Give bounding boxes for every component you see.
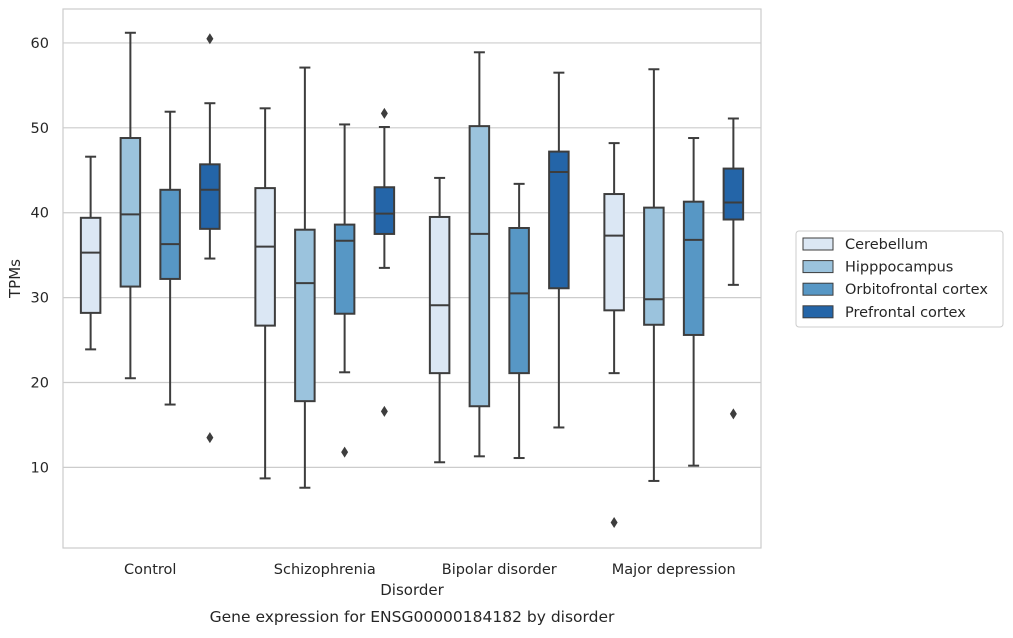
box-0-2 bbox=[428, 176, 451, 464]
box-1-3 bbox=[643, 68, 665, 482]
outlier-point bbox=[610, 517, 618, 529]
legend-swatch bbox=[802, 282, 834, 296]
box-body bbox=[159, 188, 181, 280]
box-3-0 bbox=[199, 33, 221, 444]
box-2-2 bbox=[508, 182, 530, 460]
box-1-1 bbox=[294, 66, 316, 489]
legend-swatch bbox=[802, 237, 834, 251]
x-tick-label: Major depression bbox=[612, 562, 736, 578]
box-3-2 bbox=[548, 71, 570, 429]
box-body bbox=[79, 216, 102, 314]
x-tick-label: Bipolar disorder bbox=[442, 562, 557, 578]
box-body bbox=[254, 187, 276, 327]
box-3-1 bbox=[373, 107, 396, 417]
box-body bbox=[682, 200, 705, 336]
legend-swatch bbox=[802, 260, 834, 274]
box-body bbox=[199, 163, 221, 230]
legend-label: Prefrontal cortex bbox=[845, 305, 966, 321]
outlier-point bbox=[380, 107, 388, 119]
box-body bbox=[294, 228, 316, 403]
box-layer bbox=[79, 31, 745, 529]
box-1-2 bbox=[468, 51, 491, 458]
box-2-1 bbox=[333, 123, 356, 458]
chart-caption: Gene expression for ENSG00000184182 by d… bbox=[210, 608, 615, 626]
box-body bbox=[722, 167, 745, 221]
outlier-point bbox=[380, 405, 388, 417]
x-axis-label: Disorder bbox=[380, 581, 444, 599]
box-body bbox=[468, 125, 491, 408]
legend-label: Hipppocampus bbox=[845, 260, 953, 276]
box-0-0 bbox=[79, 155, 102, 351]
x-tick-label: Schizophrenia bbox=[274, 562, 376, 578]
box-body bbox=[333, 223, 356, 315]
y-tick-label: 20 bbox=[31, 375, 49, 391]
box-body bbox=[428, 215, 451, 375]
outlier-point bbox=[341, 446, 349, 458]
y-tick-label: 10 bbox=[31, 460, 49, 476]
box-2-0 bbox=[159, 110, 181, 406]
y-tick-label: 60 bbox=[31, 36, 49, 52]
box-0-1 bbox=[254, 107, 276, 480]
y-tick-label: 40 bbox=[31, 206, 49, 222]
box-body bbox=[643, 206, 665, 326]
legend-swatch bbox=[802, 305, 834, 319]
y-tick-label: 50 bbox=[31, 121, 49, 137]
legend-label: Cerebellum bbox=[845, 237, 928, 253]
box-body bbox=[603, 193, 625, 312]
outlier-point bbox=[729, 408, 737, 420]
legend-label: Orbitofrontal cortex bbox=[845, 282, 988, 298]
outlier-point bbox=[206, 33, 214, 45]
box-body bbox=[508, 226, 530, 375]
box-1-0 bbox=[119, 31, 142, 380]
box-body bbox=[373, 186, 396, 235]
box-2-3 bbox=[682, 137, 705, 467]
box-3-3 bbox=[722, 117, 745, 420]
box-body bbox=[548, 150, 570, 290]
outlier-point bbox=[206, 432, 214, 444]
box-0-3 bbox=[603, 142, 625, 529]
y-axis-label: TPMs bbox=[6, 259, 24, 299]
legend-frame bbox=[795, 230, 1004, 328]
tick-layer: 10 20 30 40 50 60 Control Schizophrenia Bipolar … bbox=[31, 36, 736, 578]
legend: Cerebellum Hipppocampus Orbitofrontal cort… bbox=[795, 230, 1004, 328]
y-tick-label: 30 bbox=[31, 291, 49, 307]
box-body bbox=[119, 137, 142, 288]
plot-frame bbox=[62, 8, 762, 549]
x-tick-label: Control bbox=[124, 562, 176, 578]
